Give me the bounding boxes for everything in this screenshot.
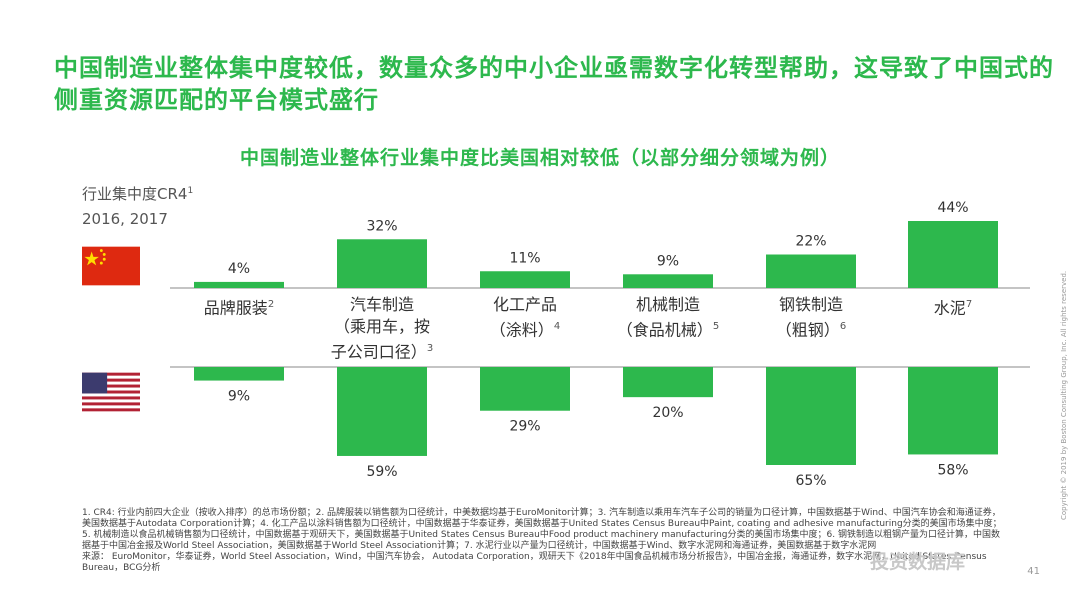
- usa-value-label: 29%: [509, 419, 540, 435]
- footnotes: 1. CR4: 行业内前四大企业（按收入排序）的总市场份额；2. 品牌服装以销售…: [82, 508, 1002, 574]
- footnote-sources: 来源： EuroMonitor，华泰证券，World Steel Associa…: [82, 552, 987, 573]
- usa-value-label: 58%: [937, 462, 968, 478]
- usa-bar: [908, 367, 998, 455]
- category-label: 机械制造 （食品机械）5: [616, 295, 720, 340]
- china-value-label: 22%: [795, 234, 826, 250]
- usa-value-label: 65%: [795, 473, 826, 489]
- category-label: 水泥7: [933, 298, 973, 318]
- china-bar: [908, 221, 998, 288]
- china-value-label: 9%: [657, 253, 679, 269]
- china-bar: [194, 281, 284, 288]
- usa-value-label: 9%: [228, 389, 250, 405]
- usa-flag-icon: [82, 372, 140, 412]
- page-number: 41: [1027, 566, 1040, 577]
- china-flag-icon: [82, 246, 140, 286]
- usa-bar: [480, 367, 570, 411]
- usa-bar: [623, 367, 713, 398]
- china-bar: [623, 274, 713, 288]
- axis-years: 2016, 2017: [82, 210, 168, 228]
- usa-bar: [766, 367, 856, 465]
- copyright-notice: Copyright © 2019 by Boston Consulting Gr…: [1060, 270, 1068, 520]
- page-title: 中国制造业整体集中度较低，数量众多的中小企业亟需数字化转型帮助，这导致了中国式的…: [54, 54, 1054, 114]
- category-label: 化工产品 （涂料）4: [489, 295, 561, 340]
- usa-value-label: 59%: [366, 464, 397, 480]
- china-value-label: 32%: [366, 218, 397, 234]
- category-label: 汽车制造 （乘用车，按 子公司口径）3: [330, 295, 434, 362]
- china-value-label: 11%: [509, 250, 540, 266]
- chart-subtitle: 中国制造业整体行业集中度比美国相对较低（以部分细分领域为例）: [239, 147, 840, 169]
- axis-label: 行业集中度CR41: [82, 185, 194, 203]
- category-label: 钢铁制造 （粗钢）6: [775, 295, 847, 340]
- china-value-label: 44%: [937, 200, 968, 216]
- china-bar: [337, 239, 427, 288]
- footnote-notes: 1. CR4: 行业内前四大企业（按收入排序）的总市场份额；2. 品牌服装以销售…: [82, 508, 1002, 551]
- usa-value-label: 20%: [652, 405, 683, 421]
- watermark: 投资数据库: [870, 551, 966, 573]
- china-value-label: 4%: [228, 261, 250, 277]
- category-label: 品牌服装2: [203, 298, 275, 318]
- china-bar: [766, 254, 856, 288]
- usa-bar: [194, 367, 284, 381]
- usa-bar: [337, 367, 427, 456]
- china-bar: [480, 271, 570, 288]
